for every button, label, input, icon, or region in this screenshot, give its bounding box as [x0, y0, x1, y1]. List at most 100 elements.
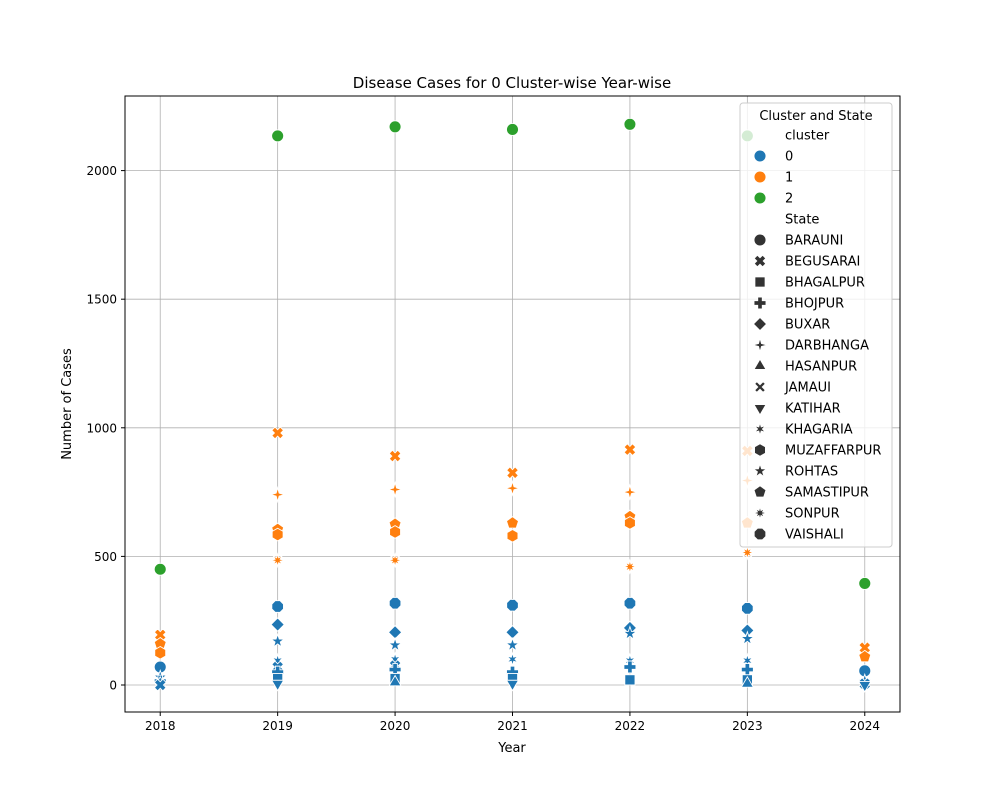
legend-entry-state: BHAGALPUR	[785, 276, 865, 291]
x-tick-label: 2024	[849, 719, 880, 733]
legend-marker	[753, 527, 767, 541]
data-point	[623, 596, 637, 610]
y-tick-label: 1000	[86, 421, 117, 435]
legend-marker	[753, 149, 767, 163]
data-point	[506, 122, 519, 136]
legend-marker	[752, 462, 768, 478]
legend-entry-state: JAMAUI	[784, 381, 831, 396]
data-point	[269, 632, 286, 648]
y-axis-label: Number of Cases	[60, 348, 75, 460]
legend-box	[739, 102, 893, 548]
x-tick-label: 2018	[145, 719, 176, 733]
data-point	[858, 681, 872, 693]
data-point	[388, 674, 402, 687]
legend-marker	[753, 485, 767, 498]
legend-entry-state: ROHTAS	[785, 465, 838, 480]
data-point	[387, 552, 404, 569]
data-point	[270, 617, 285, 632]
data-point	[624, 516, 636, 530]
legend-marker	[753, 233, 767, 247]
data-point	[740, 675, 755, 688]
legend: Cluster and State cluster 0 1 2 State BARAUNI B…	[739, 102, 893, 548]
data-point	[154, 646, 167, 660]
data-point	[505, 516, 520, 529]
y-tick-label: 500	[94, 550, 117, 564]
data-point	[388, 120, 402, 134]
data-points	[152, 117, 873, 693]
data-point	[270, 679, 285, 692]
legend-entry-cluster: 2	[785, 192, 793, 207]
x-tick-label: 2021	[497, 719, 528, 733]
x-tick-label: 2023	[732, 719, 763, 733]
legend-entry-cluster: 0	[785, 150, 793, 165]
data-point	[622, 625, 638, 641]
legend-marker	[753, 296, 767, 310]
legend-marker	[753, 191, 767, 205]
legend-marker	[753, 170, 767, 184]
data-point	[741, 602, 754, 615]
data-point	[388, 596, 402, 610]
x-tick-label: 2022	[615, 719, 646, 733]
legend-entry-state: BEGUSARAI	[785, 255, 860, 270]
axis-ticks: 2018 2019 2020 2021 2022 2023 2024 0 500 1000 1500…	[86, 164, 880, 733]
data-point	[739, 544, 756, 561]
y-tick-label: 0	[109, 678, 117, 692]
legend-entry-cluster: 1	[785, 171, 793, 186]
legend-marker	[754, 381, 766, 393]
x-axis-label: Year	[497, 741, 526, 756]
legend-entry-state: KATIHAR	[785, 402, 841, 417]
data-point	[506, 466, 519, 480]
x-tick-label: 2019	[262, 719, 293, 733]
data-point	[621, 483, 639, 501]
data-point	[739, 630, 756, 646]
data-point	[269, 552, 286, 569]
legend-entry-state: KHAGARIA	[785, 423, 853, 438]
data-point	[506, 529, 519, 543]
legend-marker	[754, 443, 766, 457]
data-point	[504, 636, 521, 652]
data-point	[386, 480, 404, 499]
data-point	[621, 558, 638, 575]
data-point	[858, 576, 872, 590]
legend-marker	[753, 254, 767, 268]
x-tick-label: 2020	[380, 719, 411, 733]
legend-entry-state: SAMASTIPUR	[785, 486, 869, 501]
data-point	[624, 674, 636, 686]
data-point	[271, 527, 284, 542]
legend-marker	[751, 504, 769, 522]
legend-marker	[753, 358, 767, 370]
data-point	[858, 649, 872, 663]
legend-entry-state: BARAUNI	[785, 234, 843, 249]
legend-entry-state: MUZAFFARPUR	[785, 444, 881, 459]
legend-entry-state: BUXAR	[785, 318, 830, 333]
data-point	[505, 651, 520, 668]
y-tick-label: 2000	[86, 164, 117, 178]
legend-marker	[753, 421, 767, 437]
data-point	[623, 443, 637, 457]
data-point	[153, 678, 167, 692]
legend-marker	[753, 404, 767, 416]
data-point	[506, 598, 519, 612]
legend-marker	[751, 336, 769, 354]
data-point	[389, 525, 401, 539]
data-point	[387, 636, 403, 652]
data-point	[505, 679, 520, 692]
legend-marker	[754, 276, 766, 288]
chart-title: Disease Cases for 0 Cluster-wise Year-wi…	[353, 74, 671, 92]
y-tick-label: 1500	[86, 293, 117, 307]
data-point	[503, 479, 522, 497]
legend-entry-state: BHOJPUR	[785, 297, 844, 312]
legend-state-header: State	[785, 213, 819, 228]
data-point	[271, 129, 285, 143]
legend-entry-state: DARBHANGA	[785, 339, 869, 354]
data-point	[269, 486, 287, 504]
legend-entry-state: HASANPUR	[785, 360, 857, 375]
data-point	[271, 600, 284, 613]
data-point	[153, 562, 167, 576]
data-point	[271, 426, 285, 440]
legend-marker	[752, 316, 768, 332]
legend-entry-state: SONPUR	[785, 507, 840, 522]
legend-title: Cluster and State	[759, 109, 872, 124]
legend-entry-state: VAISHALI	[785, 528, 844, 543]
